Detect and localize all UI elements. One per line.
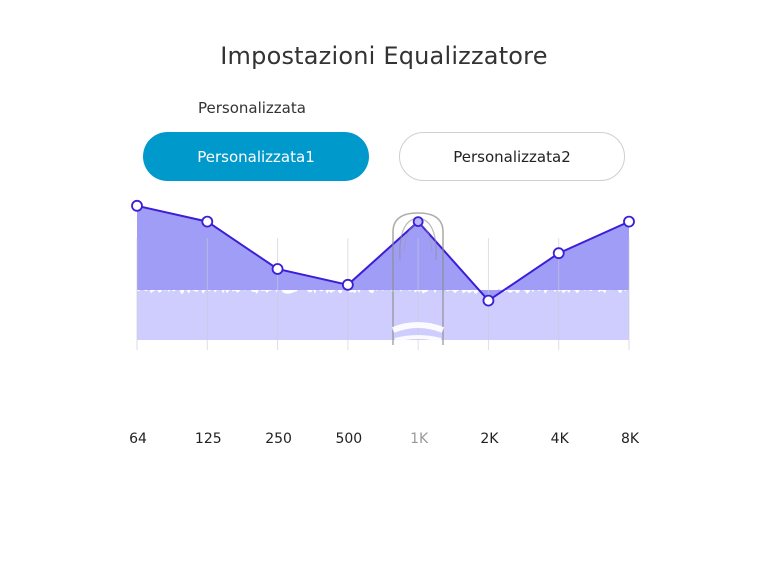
frequency-label-64: 64 [129, 431, 147, 447]
frequency-label-2K: 2K [480, 431, 499, 447]
frequency-label-1K: 1K [410, 431, 429, 447]
frequency-label-500: 500 [335, 431, 362, 447]
eq-line [136, 204, 630, 302]
frequency-labels: 64 125 250 500 1K 2K 4K 8K [129, 431, 640, 447]
frequency-label-250: 250 [265, 431, 292, 447]
eq-handle-1K[interactable] [412, 216, 424, 228]
frequency-label-125: 125 [195, 431, 222, 447]
frequency-label-4K: 4K [551, 431, 570, 447]
frequency-label-8K: 8K [621, 431, 640, 447]
eq-curve-line [136, 204, 630, 302]
preset-button-personalizzata1[interactable]: Personalizzata1 [143, 132, 369, 181]
spectrum-background [137, 288, 629, 340]
eq-handle-500[interactable] [341, 278, 354, 291]
eq-handle-2K[interactable] [482, 294, 495, 307]
spectrum-area [137, 288, 629, 340]
band-tick-lines [136, 238, 630, 350]
preset-section-label: Personalizzata [198, 99, 306, 117]
eq-handle-250[interactable] [271, 263, 284, 275]
preset-button-personalizzata2[interactable]: Personalizzata2 [399, 132, 625, 181]
preset-button-label: Personalizzata1 [197, 147, 315, 166]
eq-handle-64[interactable] [131, 199, 143, 212]
eq-handle-125[interactable] [201, 215, 214, 228]
preset-button-label: Personalizzata2 [453, 147, 571, 166]
page-title: Impostazioni Equalizzatore [220, 42, 548, 70]
eq-band-handles[interactable] [131, 199, 635, 307]
eq-handle-8K[interactable] [623, 215, 635, 228]
eq-handle-4K[interactable] [552, 247, 565, 260]
